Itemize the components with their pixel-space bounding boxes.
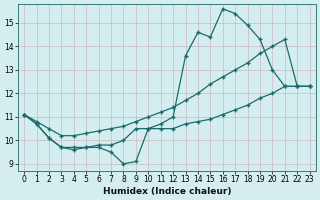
X-axis label: Humidex (Indice chaleur): Humidex (Indice chaleur): [103, 187, 231, 196]
